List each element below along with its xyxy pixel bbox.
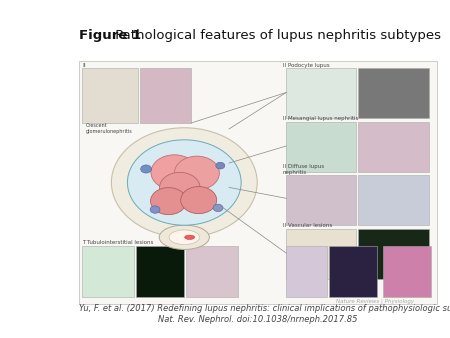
FancyBboxPatch shape bbox=[82, 68, 138, 123]
Text: II Podocyte lupus: II Podocyte lupus bbox=[283, 63, 329, 68]
Text: Crescent
glomerulonephritis: Crescent glomerulonephritis bbox=[86, 123, 133, 134]
FancyBboxPatch shape bbox=[140, 68, 191, 123]
Text: II Diffuse lupus
nephritis: II Diffuse lupus nephritis bbox=[283, 164, 324, 175]
Circle shape bbox=[150, 206, 160, 213]
FancyBboxPatch shape bbox=[286, 175, 356, 225]
FancyBboxPatch shape bbox=[358, 68, 429, 118]
Circle shape bbox=[151, 188, 187, 215]
Text: II Mesangial lupus nephritis: II Mesangial lupus nephritis bbox=[283, 116, 358, 121]
Ellipse shape bbox=[159, 225, 209, 249]
FancyBboxPatch shape bbox=[286, 229, 356, 279]
Text: Yu, F. et al. (2017) Redefining lupus nephritis: clinical implications of pathop: Yu, F. et al. (2017) Redefining lupus ne… bbox=[79, 304, 450, 313]
Circle shape bbox=[213, 204, 223, 212]
FancyBboxPatch shape bbox=[383, 246, 431, 297]
FancyBboxPatch shape bbox=[286, 68, 356, 118]
FancyBboxPatch shape bbox=[286, 122, 356, 172]
Circle shape bbox=[141, 165, 152, 173]
Text: Pathological features of lupus nephritis subtypes: Pathological features of lupus nephritis… bbox=[111, 29, 441, 42]
Text: II Vascular lesions: II Vascular lesions bbox=[283, 223, 332, 228]
Circle shape bbox=[175, 156, 220, 190]
FancyBboxPatch shape bbox=[286, 246, 328, 297]
FancyBboxPatch shape bbox=[136, 246, 184, 297]
FancyBboxPatch shape bbox=[358, 229, 429, 279]
Circle shape bbox=[112, 128, 257, 237]
Circle shape bbox=[216, 162, 225, 169]
Circle shape bbox=[181, 187, 217, 214]
Ellipse shape bbox=[169, 230, 199, 245]
Circle shape bbox=[151, 155, 198, 190]
Ellipse shape bbox=[184, 235, 195, 239]
Text: II: II bbox=[82, 63, 86, 68]
FancyBboxPatch shape bbox=[82, 246, 134, 297]
Text: Nature Reviews | Physiology: Nature Reviews | Physiology bbox=[336, 298, 414, 304]
Circle shape bbox=[160, 172, 200, 203]
Text: Figure 1: Figure 1 bbox=[79, 29, 141, 42]
FancyBboxPatch shape bbox=[79, 61, 436, 304]
FancyBboxPatch shape bbox=[329, 246, 378, 297]
FancyBboxPatch shape bbox=[358, 122, 429, 172]
Text: T Tubulointerstitial lesions: T Tubulointerstitial lesions bbox=[82, 240, 154, 245]
Circle shape bbox=[127, 140, 241, 225]
FancyBboxPatch shape bbox=[186, 246, 238, 297]
Text: Nat. Rev. Nephrol. doi:10.1038/nrneph.2017.85: Nat. Rev. Nephrol. doi:10.1038/nrneph.20… bbox=[158, 315, 357, 324]
FancyBboxPatch shape bbox=[358, 175, 429, 225]
